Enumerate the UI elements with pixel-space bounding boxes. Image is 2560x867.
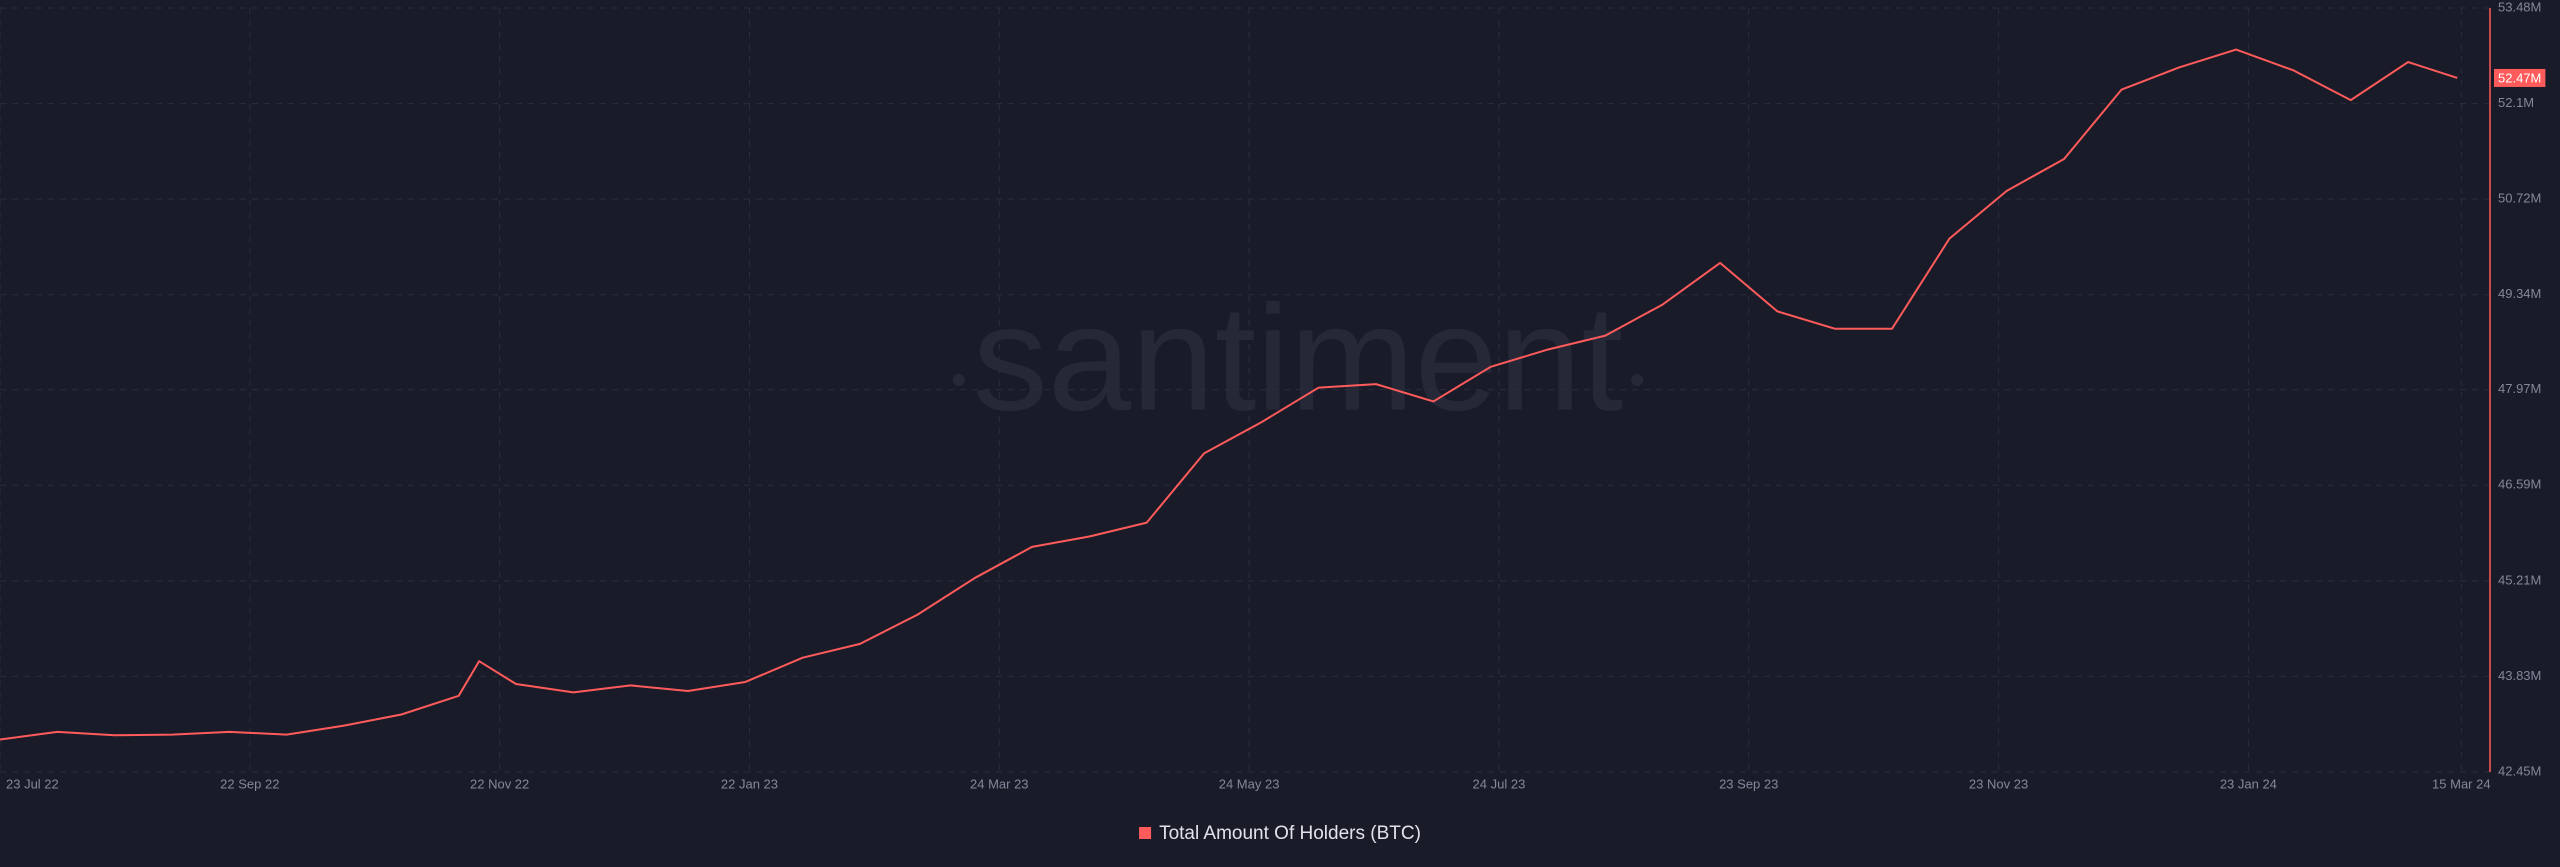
legend-swatch bbox=[1139, 827, 1152, 839]
x-tick-label: 23 Jan 24 bbox=[2220, 776, 2277, 791]
y-tick-label: 52.1M bbox=[2498, 95, 2534, 110]
legend-label: Total Amount Of Holders (BTC) bbox=[1159, 823, 1421, 844]
x-tick-label: 24 Jul 23 bbox=[1473, 776, 1526, 791]
x-tick-label: 23 Sep 23 bbox=[1719, 776, 1778, 791]
watermark-dot bbox=[1631, 374, 1644, 386]
last-value-label: 52.47M bbox=[2498, 70, 2541, 85]
watermark-dot bbox=[952, 374, 965, 386]
last-value-bg bbox=[2494, 68, 2546, 87]
watermark-group: santiment bbox=[952, 274, 1644, 442]
x-tick-label: 23 Nov 23 bbox=[1969, 776, 2028, 791]
y-tick-label: 42.45M bbox=[2498, 763, 2541, 778]
y-tick-label: 45.21M bbox=[2498, 572, 2541, 587]
x-tick-label: 24 May 23 bbox=[1219, 776, 1280, 791]
x-tick-label: 22 Jan 23 bbox=[721, 776, 778, 791]
y-tick-label: 49.34M bbox=[2498, 286, 2541, 301]
data-line bbox=[0, 48, 2458, 741]
y-tick-label: 53.48M bbox=[2498, 0, 2541, 14]
x-tick-label: 24 Mar 23 bbox=[970, 776, 1029, 791]
y-tick-label: 46.59M bbox=[2498, 477, 2541, 492]
x-tick-label: 15 Mar 24 bbox=[2432, 776, 2491, 791]
watermark: santiment bbox=[973, 274, 1623, 442]
x-tick-label: 23 Jul 22 bbox=[6, 776, 59, 791]
last-value-tag: 52.47M bbox=[2494, 68, 2546, 87]
x-tick-label: 22 Nov 22 bbox=[470, 776, 529, 791]
y-tick-label: 43.83M bbox=[2498, 668, 2541, 683]
y-tick-label: 47.97M bbox=[2498, 381, 2541, 396]
x-tick-label: 22 Sep 22 bbox=[220, 776, 279, 791]
y-tick-label: 50.72M bbox=[2498, 191, 2541, 206]
legend: Total Amount Of Holders (BTC) bbox=[1139, 823, 1421, 844]
